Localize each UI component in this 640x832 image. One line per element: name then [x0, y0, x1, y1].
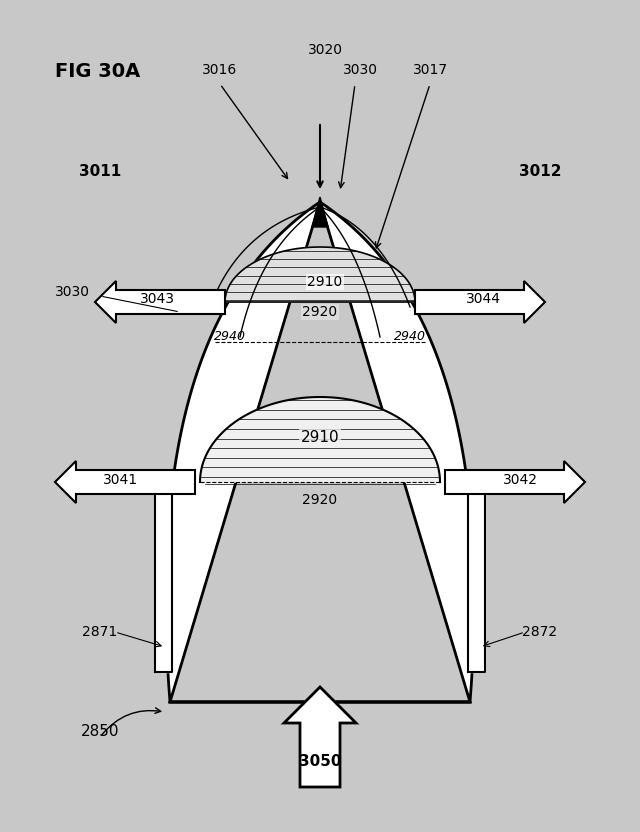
Polygon shape [200, 397, 440, 482]
Text: 3012: 3012 [519, 165, 561, 180]
Bar [30, 162, 610, 732]
Text: 3043: 3043 [140, 292, 175, 306]
Text: 2910: 2910 [307, 275, 342, 289]
Text: 3030: 3030 [342, 63, 378, 77]
Text: 3050: 3050 [299, 755, 341, 770]
Text: 3041: 3041 [102, 473, 138, 487]
Bar [60, 142, 580, 712]
Text: 2871: 2871 [83, 625, 118, 639]
Text: 2850: 2850 [81, 725, 119, 740]
Text: FIG 30A: FIG 30A [55, 62, 140, 81]
Polygon shape [166, 202, 474, 702]
Polygon shape [312, 197, 328, 227]
Text: 3044: 3044 [465, 292, 500, 306]
Polygon shape [284, 687, 356, 787]
Text: 3042: 3042 [502, 473, 538, 487]
Text: 2920: 2920 [303, 493, 337, 507]
Text: 2940: 2940 [214, 329, 246, 343]
Text: 2940: 2940 [394, 329, 426, 343]
Text: 3016: 3016 [202, 63, 237, 77]
Polygon shape [95, 281, 225, 323]
Polygon shape [155, 472, 172, 672]
Polygon shape [55, 461, 195, 503]
Polygon shape [415, 281, 545, 323]
Text: 3020: 3020 [307, 43, 342, 57]
Polygon shape [225, 247, 415, 302]
Text: 3017: 3017 [412, 63, 447, 77]
Text: 3030: 3030 [55, 285, 90, 299]
Text: 3011: 3011 [79, 165, 121, 180]
Text: 2920: 2920 [303, 305, 337, 319]
Text: 2910: 2910 [301, 429, 339, 444]
Text: 2872: 2872 [522, 625, 557, 639]
Polygon shape [445, 461, 585, 503]
Polygon shape [468, 472, 485, 672]
